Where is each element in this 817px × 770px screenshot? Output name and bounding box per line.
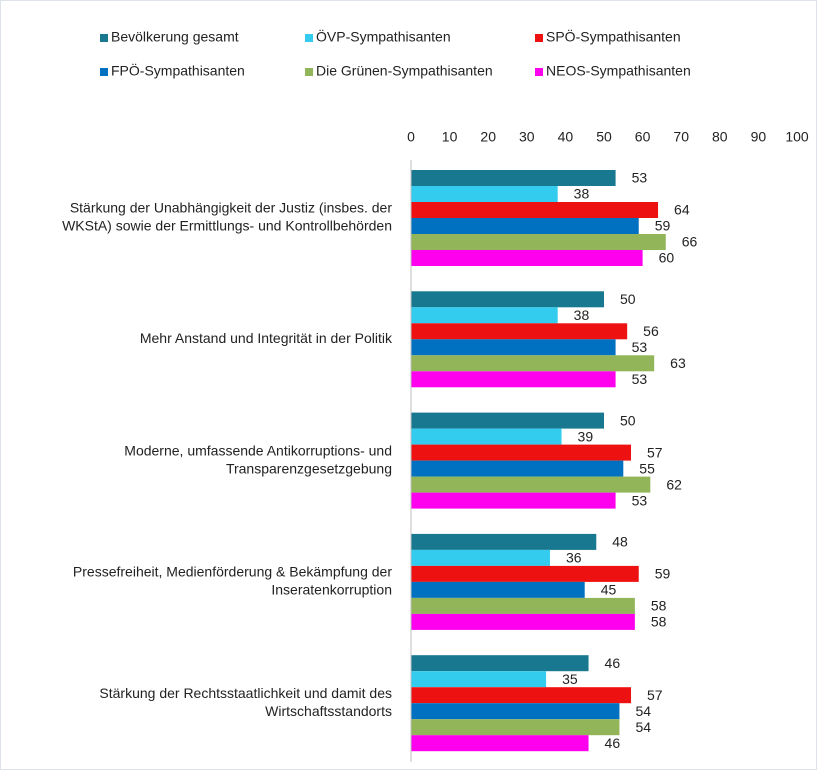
- bar: [411, 202, 659, 218]
- category-label: Moderne, umfassende Antikorruptions- und: [124, 442, 392, 458]
- bar: [411, 735, 589, 752]
- legend-swatch: [100, 34, 108, 42]
- value-label: 58: [651, 614, 667, 630]
- bar: [411, 581, 585, 598]
- value-label: 53: [632, 339, 648, 355]
- bar: [411, 250, 643, 266]
- value-label: 50: [620, 412, 636, 428]
- bar: [411, 671, 547, 688]
- value-label: 57: [647, 444, 663, 460]
- category-label: Pressefreiheit, Medienförderung & Bekämp…: [73, 564, 392, 580]
- x-tick-label: 10: [442, 129, 458, 145]
- bar: [411, 460, 624, 477]
- value-label: 35: [562, 671, 578, 687]
- value-label: 46: [605, 655, 621, 671]
- value-label: 48: [612, 534, 628, 550]
- x-tick-label: 60: [635, 129, 651, 145]
- bar: [411, 307, 558, 324]
- value-label: 57: [647, 687, 663, 703]
- x-tick-label: 30: [519, 129, 535, 145]
- value-label: 60: [659, 250, 675, 266]
- legend-swatch: [305, 34, 313, 42]
- legend-label: SPÖ-Sympathisanten: [546, 28, 681, 45]
- value-label: 38: [574, 307, 590, 323]
- bar: [411, 613, 635, 630]
- x-tick-label: 0: [407, 129, 415, 145]
- category-label: WKStA) sowie der Ermittlungs- und Kontro…: [62, 218, 392, 234]
- x-tick-label: 40: [558, 129, 574, 145]
- x-tick-label: 80: [712, 129, 728, 145]
- bar: [411, 355, 655, 372]
- x-tick-label: 100: [785, 129, 809, 145]
- bar: [411, 655, 589, 672]
- bar: [411, 170, 616, 186]
- value-label: 53: [632, 170, 648, 186]
- legend-label: FPÖ-Sympathisanten: [111, 62, 245, 79]
- bar: [411, 218, 639, 234]
- bar: [411, 428, 562, 445]
- bar: [411, 687, 632, 704]
- bar: [411, 186, 558, 202]
- bar: [411, 476, 651, 493]
- bar: [411, 565, 639, 582]
- legend-swatch: [535, 34, 543, 42]
- bar: [411, 533, 597, 550]
- category-label: Stärkung der Rechtsstaatlichkeit und dam…: [99, 685, 392, 701]
- bar: [411, 412, 604, 429]
- value-label: 50: [620, 291, 636, 307]
- x-tick-label: 50: [596, 129, 612, 145]
- value-label: 58: [651, 598, 667, 614]
- x-tick-label: 70: [673, 129, 689, 145]
- value-label: 54: [635, 703, 651, 719]
- category-label: Transparenzgesetzgebung: [226, 460, 392, 476]
- legend-swatch: [100, 68, 108, 76]
- bar: [411, 719, 620, 736]
- value-label: 36: [566, 550, 582, 566]
- value-label: 62: [666, 476, 682, 492]
- value-label: 66: [682, 234, 698, 250]
- value-label: 53: [632, 492, 648, 508]
- value-label: 39: [578, 428, 594, 444]
- value-label: 56: [643, 323, 659, 339]
- value-label: 46: [605, 735, 621, 751]
- value-label: 53: [632, 371, 648, 387]
- category-label: Mehr Anstand und Integrität in der Polit…: [140, 330, 393, 346]
- category-label: Wirtschaftsstandorts: [265, 703, 392, 719]
- bar: [411, 323, 628, 340]
- legend-swatch: [535, 68, 543, 76]
- legend-label: Bevölkerung gesamt: [111, 29, 239, 45]
- bar: [411, 291, 604, 308]
- legend-label: NEOS-Sympathisanten: [546, 63, 691, 79]
- category-label: Inseratenkorruption: [271, 582, 392, 598]
- bar: [411, 234, 666, 250]
- legend-swatch: [305, 68, 313, 76]
- value-label: 59: [655, 218, 671, 234]
- bar: [411, 597, 635, 614]
- value-label: 64: [674, 202, 690, 218]
- bar: [411, 703, 620, 720]
- value-label: 54: [635, 719, 651, 735]
- bar: [411, 444, 632, 461]
- bar: [411, 549, 550, 566]
- x-tick-label: 20: [480, 129, 496, 145]
- value-label: 63: [670, 355, 686, 371]
- value-label: 59: [655, 566, 671, 582]
- bar: [411, 492, 616, 509]
- bar: [411, 339, 616, 356]
- value-label: 55: [639, 460, 655, 476]
- bar: [411, 371, 616, 388]
- category-label: Stärkung der Unabhängigkeit der Justiz (…: [70, 200, 393, 216]
- x-tick-label: 90: [751, 129, 767, 145]
- value-label: 38: [574, 186, 590, 202]
- legend-label: Die Grünen-Sympathisanten: [316, 63, 493, 79]
- value-label: 45: [601, 582, 617, 598]
- legend-label: ÖVP-Sympathisanten: [316, 28, 451, 45]
